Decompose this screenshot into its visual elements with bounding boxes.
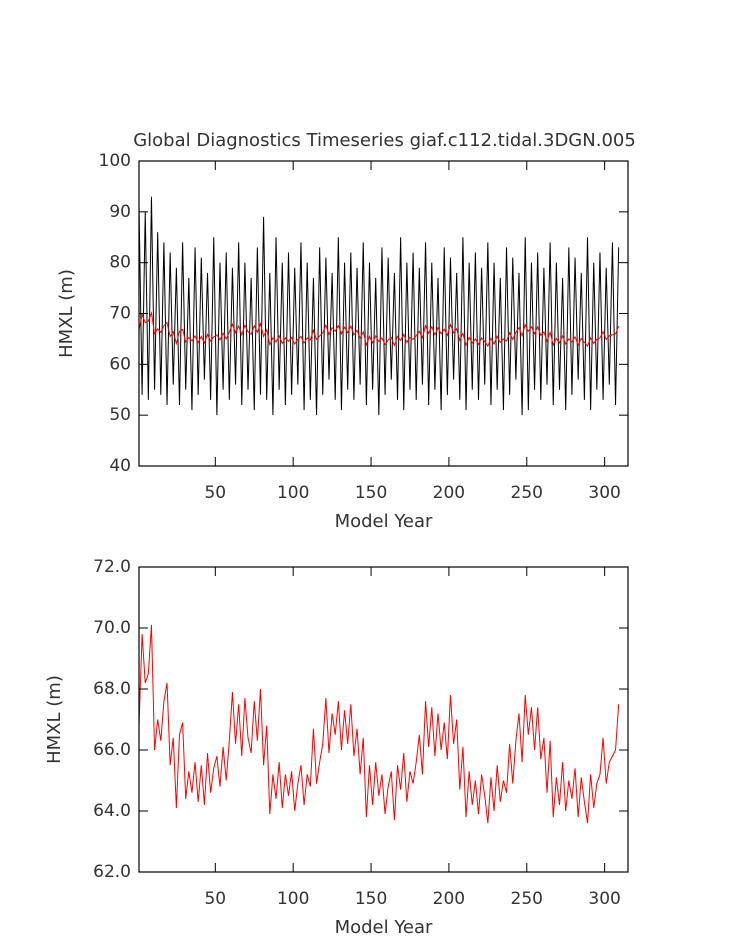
y-tick-label: 80 <box>109 253 131 273</box>
y-tick-label: 68.0 <box>93 679 131 699</box>
x-axis-label: Model Year <box>335 917 433 938</box>
x-tick-label: 250 <box>511 889 543 909</box>
y-tick-label: 66.0 <box>93 740 131 760</box>
x-tick-label: 50 <box>204 889 226 909</box>
x-tick-label: 200 <box>433 483 465 503</box>
y-tick-label: 50 <box>109 405 131 425</box>
y-tick-label: 70 <box>109 304 131 324</box>
y-tick-label: 100 <box>99 151 131 171</box>
x-tick-label: 150 <box>355 889 387 909</box>
x-tick-label: 200 <box>433 889 465 909</box>
y-axis-label: HMXL (m) <box>44 675 65 764</box>
y-tick-label: 64.0 <box>93 801 131 821</box>
y-tick-label: 62.0 <box>93 862 131 882</box>
data-line <box>138 196 620 416</box>
x-tick-label: 300 <box>588 483 620 503</box>
y-tick-label: 70.0 <box>93 618 131 638</box>
chart-title: Global Diagnostics Timeseries giaf.c112.… <box>133 130 636 151</box>
y-tick-label: 40 <box>109 456 131 476</box>
y-tick-label: 60 <box>109 354 131 374</box>
x-axis-label: Model Year <box>335 511 433 532</box>
x-tick-label: 150 <box>355 483 387 503</box>
x-tick-label: 100 <box>277 889 309 909</box>
x-tick-label: 100 <box>277 483 309 503</box>
y-tick-label: 90 <box>109 202 131 222</box>
y-axis-label: HMXL (m) <box>56 269 77 358</box>
data-line <box>138 624 620 824</box>
data-line <box>138 311 620 348</box>
x-tick-label: 50 <box>204 483 226 503</box>
plot-frame <box>138 566 629 873</box>
x-tick-label: 250 <box>511 483 543 503</box>
x-tick-label: 300 <box>588 889 620 909</box>
y-tick-label: 72.0 <box>93 557 131 577</box>
